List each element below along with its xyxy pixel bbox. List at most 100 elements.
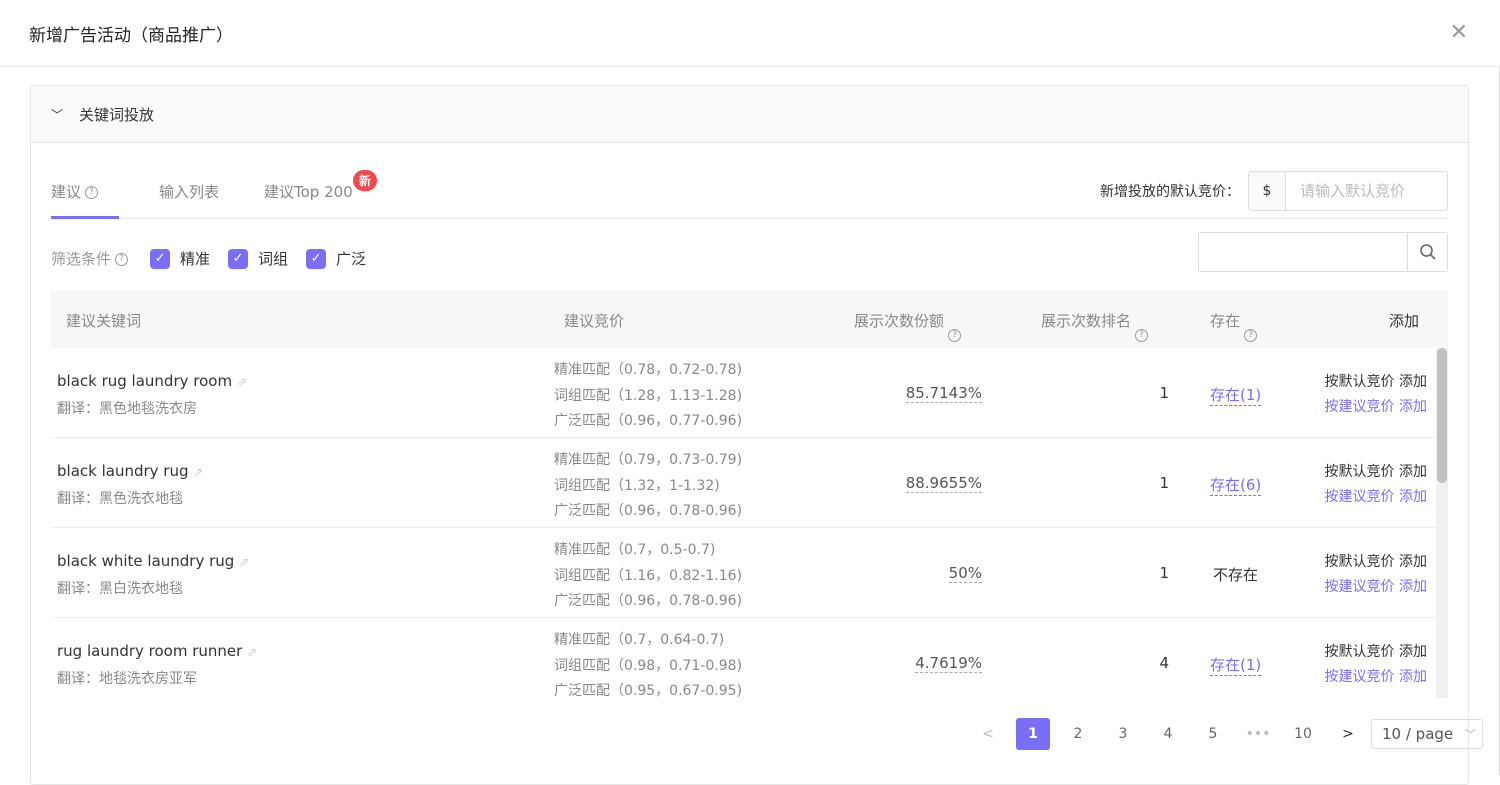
chevron-down-icon[interactable]: ﹀ xyxy=(51,107,64,122)
keyword-text: black rug laundry room xyxy=(57,372,233,390)
table-row: rug laundry room runner ⇗ 翻译：地毯洗衣房亚军 精准匹… xyxy=(51,618,1448,699)
add-default-bid-link[interactable]: 按默认竞价 添加 xyxy=(1324,644,1427,660)
page-10[interactable]: 10 xyxy=(1294,726,1312,742)
search-icon xyxy=(1419,244,1436,260)
col-rank: 展示次数排名? xyxy=(1041,310,1149,342)
default-bid-group: 新增投放的默认竞价： $ xyxy=(1100,171,1448,211)
translation: 翻译：黑白洗衣地毯 xyxy=(57,581,183,597)
scrollbar[interactable] xyxy=(1436,348,1448,698)
col-keyword: 建议关键词 xyxy=(66,312,142,330)
search-input[interactable] xyxy=(1198,232,1408,272)
checkbox-label: 词组 xyxy=(258,250,289,268)
add-suggested-bid-link[interactable]: 按建议竞价 添加 xyxy=(1324,669,1427,685)
filter-label: 筛选条件? xyxy=(51,248,129,269)
checkbox-exact[interactable]: ✓ 精准 xyxy=(150,248,210,269)
bid-broad: 广泛匹配（0.96，0.77-0.96) xyxy=(554,413,743,429)
external-link-icon[interactable]: ⇗ xyxy=(239,555,250,569)
filter-row: 筛选条件? ✓ 精准 ✓ 词组 ✓ 广泛 xyxy=(51,248,384,269)
page-3[interactable]: 3 xyxy=(1118,726,1128,742)
keyword: black rug laundry room ⇗ xyxy=(57,372,247,390)
translation: 翻译：黑色地毯洗衣房 xyxy=(57,401,197,417)
page-1[interactable]: 1 xyxy=(1016,718,1050,750)
checkbox-phrase[interactable]: ✓ 词组 xyxy=(228,248,288,269)
keyword-table: 建议关键词 建议竞价 展示次数份额? 展示次数排名? 存在? 添加 black … xyxy=(51,291,1448,699)
bid-exact: 精准匹配（0.78，0.72-0.78) xyxy=(554,362,743,378)
next-page-button[interactable]: > xyxy=(1342,726,1354,742)
tab-suggested[interactable]: 建议? xyxy=(51,181,120,219)
dialog-title: 新增广告活动（商品推广） xyxy=(29,26,233,46)
table-row: black laundry rug ⇗ 翻译：黑色洗衣地毯 精准匹配（0.79，… xyxy=(51,438,1448,528)
tab-label: 建议 xyxy=(51,183,82,201)
impression-share: 4.7619% xyxy=(915,654,982,673)
search-group xyxy=(1198,232,1448,272)
filter-label-text: 筛选条件 xyxy=(51,250,112,268)
tab-input-list[interactable]: 输入列表 xyxy=(159,181,219,202)
exist-status[interactable]: 存在(1) xyxy=(1210,386,1262,406)
help-icon: ? xyxy=(948,329,962,342)
col-share: 展示次数份额? xyxy=(854,310,962,342)
bid-phrase: 词组匹配（0.98，0.71-0.98) xyxy=(554,657,743,674)
bid-exact: 精准匹配（0.79，0.73-0.79) xyxy=(554,452,743,468)
add-suggested-bid-link[interactable]: 按建议竞价 添加 xyxy=(1324,489,1427,505)
page-4[interactable]: 4 xyxy=(1163,726,1173,742)
tab-top200[interactable]: 建议Top 200 xyxy=(264,181,384,202)
currency-addon: $ xyxy=(1248,171,1286,211)
bid-broad: 广泛匹配（0.96，0.78-0.96) xyxy=(554,503,743,519)
keyword-text: black laundry rug xyxy=(57,462,189,480)
scrollbar-thumb[interactable] xyxy=(1437,348,1447,483)
suggested-bids: 精准匹配（0.78，0.72-0.78) 词组匹配（1.28，1.13-1.28… xyxy=(554,358,742,435)
close-icon[interactable]: ✕ xyxy=(1449,20,1468,45)
page-size-value: 10 / page xyxy=(1382,725,1454,743)
panel-title: 关键词投放 xyxy=(79,105,155,124)
bid-exact: 精准匹配（0.7，0.64-0.7) xyxy=(554,632,725,648)
keyword: rug laundry room runner ⇗ xyxy=(57,642,257,660)
table-header: 建议关键词 建议竞价 展示次数份额? 展示次数排名? 存在? 添加 xyxy=(51,291,1448,348)
add-default-bid-link[interactable]: 按默认竞价 添加 xyxy=(1324,464,1427,480)
keyword: black white laundry rug ⇗ xyxy=(57,552,249,570)
add-default-bid-link[interactable]: 按默认竞价 添加 xyxy=(1324,374,1427,390)
help-icon: ? xyxy=(115,253,129,266)
bid-exact: 精准匹配（0.7，0.5-0.7) xyxy=(554,542,716,558)
exist-status: 不存在 xyxy=(1213,566,1259,584)
prev-page-button[interactable]: < xyxy=(982,726,994,742)
external-link-icon[interactable]: ⇗ xyxy=(193,465,204,479)
help-icon: ? xyxy=(1244,329,1258,342)
add-suggested-bid-link[interactable]: 按建议竞价 添加 xyxy=(1324,579,1427,595)
page-5[interactable]: 5 xyxy=(1208,726,1218,742)
impression-rank: 1 xyxy=(1159,564,1169,582)
tab-label: 输入列表 xyxy=(159,183,220,201)
add-default-bid-link[interactable]: 按默认竞价 添加 xyxy=(1324,554,1427,570)
col-bid: 建议竞价 xyxy=(564,312,625,330)
chevron-down-icon: ﹀ xyxy=(1465,728,1477,741)
keyword: black laundry rug ⇗ xyxy=(57,462,203,480)
col-exist: 存在? xyxy=(1210,310,1258,342)
bid-broad: 广泛匹配（0.95，0.67-0.95) xyxy=(554,683,743,699)
page-2[interactable]: 2 xyxy=(1073,726,1083,742)
tab-bar: 建议? 输入列表 建议Top 200 新 xyxy=(51,170,1448,219)
default-bid-input[interactable] xyxy=(1286,171,1448,211)
panel-header[interactable]: ﹀ 关键词投放 xyxy=(31,86,1468,143)
impression-share: 88.9655% xyxy=(905,474,982,493)
checkbox-broad[interactable]: ✓ 广泛 xyxy=(306,248,366,269)
exist-status[interactable]: 存在(1) xyxy=(1210,656,1262,676)
bid-broad: 广泛匹配（0.96，0.78-0.96) xyxy=(554,593,743,609)
impression-rank: 4 xyxy=(1159,654,1169,672)
check-icon: ✓ xyxy=(228,248,249,269)
more-pages-ellipsis[interactable]: ••• xyxy=(1245,726,1271,742)
bid-phrase: 词组匹配（1.28，1.13-1.28) xyxy=(554,387,743,404)
help-icon: ? xyxy=(1135,329,1149,342)
add-suggested-bid-link[interactable]: 按建议竞价 添加 xyxy=(1324,399,1427,415)
impression-share: 50% xyxy=(948,564,982,583)
external-link-icon[interactable]: ⇗ xyxy=(247,645,258,659)
suggested-bids: 精准匹配（0.79，0.73-0.79) 词组匹配（1.32，1-1.32) 广… xyxy=(554,448,742,525)
pagination: < 1 2 3 4 5 ••• 10 > 10 / page ﹀ xyxy=(971,718,1483,750)
table-row: black rug laundry room ⇗ 翻译：黑色地毯洗衣房 精准匹配… xyxy=(51,348,1448,438)
page-size-select[interactable]: 10 / page ﹀ xyxy=(1371,719,1483,749)
translation: 翻译：地毯洗衣房亚军 xyxy=(57,671,197,687)
keyword-text: rug laundry room runner xyxy=(57,642,243,660)
col-exist-label: 存在 xyxy=(1210,312,1241,330)
search-button[interactable] xyxy=(1408,232,1448,272)
exist-status[interactable]: 存在(6) xyxy=(1210,476,1262,496)
bid-phrase: 词组匹配（1.32，1-1.32) xyxy=(554,477,720,494)
external-link-icon[interactable]: ⇗ xyxy=(236,375,247,389)
